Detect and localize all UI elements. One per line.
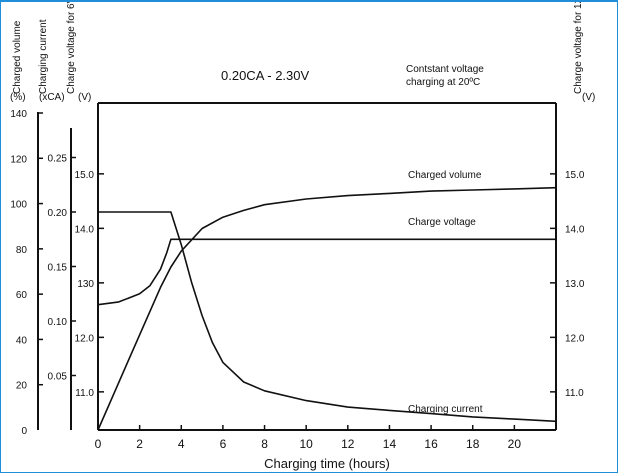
x-tick-label: 4	[178, 437, 185, 451]
vol-tick-label: 60	[16, 290, 28, 301]
volt6-tick-label: 130	[77, 279, 94, 290]
vol-tick-label: 100	[10, 200, 27, 211]
axis-label-voltage-12v: Charge voltage for 12V battery	[573, 2, 584, 94]
ticks-group: 0 2 4 6 8 10 12 14 16 18 20 0 20 40 60 80 100 120 140 0.05 0…	[10, 109, 585, 451]
axis-label-charged-volume: Charged volume	[12, 20, 23, 94]
vol-tick-label: 40	[16, 335, 28, 346]
vol-tick-label: 120	[10, 154, 27, 165]
unit-voltage-12v: (V)	[582, 92, 595, 103]
cur-tick-label: 0.15	[48, 263, 68, 274]
series-label-charge-voltage: Charge voltage	[408, 217, 476, 228]
vol-tick-label: 0	[21, 426, 27, 437]
unit-charging-current: (xCA)	[39, 92, 65, 103]
x-axis-label: Charging time (hours)	[264, 456, 390, 471]
volt6-tick-label: 15.0	[75, 170, 95, 181]
unit-voltage-6v: (V)	[78, 92, 91, 103]
x-tick-label: 20	[508, 437, 522, 451]
x-tick-label: 14	[383, 437, 397, 451]
x-tick-label: 6	[220, 437, 227, 451]
cur-tick-label: 0.20	[48, 208, 68, 219]
x-tick-label: 10	[300, 437, 314, 451]
volt12-tick-label: 12.0	[565, 333, 585, 344]
vol-tick-label: 80	[16, 245, 28, 256]
series-label-charging-current: Charging current	[408, 404, 483, 415]
charge-voltage-line	[97, 238, 556, 306]
x-tick-label: 2	[136, 437, 143, 451]
axis-label-charging-current: Charging current	[38, 19, 49, 94]
volt6-tick-label: 11.0	[75, 388, 94, 399]
volt6-tick-label: 12.0	[75, 333, 95, 344]
x-tick-label: 0	[95, 437, 102, 451]
volt12-tick-label: 11.0	[565, 388, 584, 399]
cur-tick-label: 0.10	[48, 317, 68, 328]
cur-tick-label: 0.25	[48, 154, 68, 165]
charged-volume-line	[97, 186, 557, 431]
vol-tick-label: 20	[16, 381, 28, 392]
vol-tick-label: 140	[10, 109, 27, 120]
volt12-tick-label: 14.0	[565, 224, 585, 235]
series-label-charged-volume: Charged volume	[408, 170, 482, 181]
x-tick-label: 12	[341, 437, 355, 451]
chart-title: 0.20CA - 2.30V	[221, 68, 309, 83]
chart-subtitle: Contstant voltage charging at 20ºC	[406, 64, 487, 88]
cur-tick-label: 0.05	[48, 372, 68, 383]
volt12-tick-label: 15.0	[565, 170, 585, 181]
axis-label-voltage-6v: Charge voltage for 6V battery	[66, 2, 77, 94]
volt6-tick-label: 14.0	[75, 224, 95, 235]
x-tick-label: 16	[424, 437, 438, 451]
x-tick-label: 8	[261, 437, 268, 451]
charging-current-line	[98, 211, 557, 423]
x-tick-label: 18	[466, 437, 480, 451]
volt12-tick-label: 13.0	[565, 279, 585, 290]
unit-charged-volume: (%)	[10, 92, 26, 103]
series-group	[97, 186, 557, 431]
